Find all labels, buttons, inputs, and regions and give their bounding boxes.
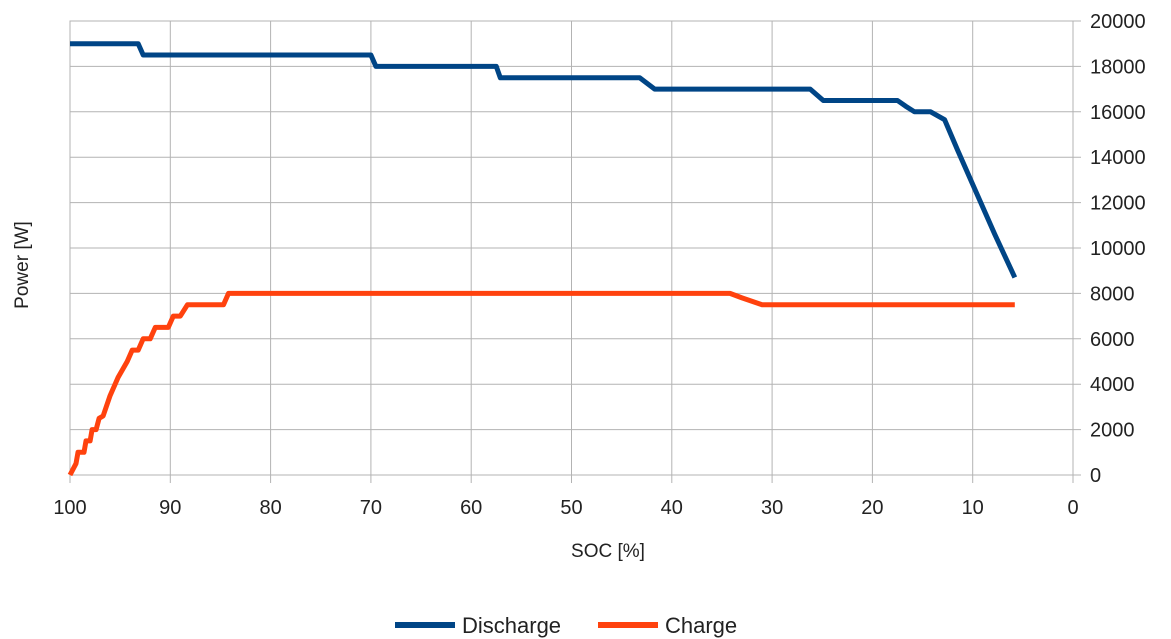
x-axis-title: SOC [%] [571,541,645,562]
y-tick-label: 18000 [1090,56,1146,78]
x-tick-label: 50 [560,497,582,519]
x-tick-label: 60 [460,497,482,519]
y-tick-label: 4000 [1090,374,1135,396]
y-tick-label: 12000 [1090,193,1146,215]
plot-frame [69,20,1074,476]
y-tick-label: 16000 [1090,102,1146,124]
series-lines [67,41,1018,477]
x-tick-label: 0 [1067,497,1078,519]
discharge-legend-label: Discharge [462,613,561,638]
plot-area-border [69,20,1074,476]
x-tick-label: 40 [661,497,683,519]
y-tick-label: 8000 [1090,283,1135,305]
horizontal-grid-lines [70,20,1081,476]
y-tick-labels: 2000018000160001400012000100008000600040… [1090,11,1146,487]
y-tick-label: 10000 [1090,238,1146,260]
x-tick-label: 100 [53,497,86,519]
y-tick-label: 2000 [1090,420,1135,442]
x-tick-label: 30 [761,497,783,519]
y-tick-label: 0 [1090,465,1101,487]
x-tick-label: 20 [861,497,883,519]
charge-legend-label: Charge [665,613,737,638]
y-tick-label: 6000 [1090,329,1135,351]
vertical-grid-lines [69,21,1074,483]
y-tick-label: 20000 [1090,11,1146,33]
x-tick-labels: 100 90 80 70 60 50 40 30 20 10 0 [53,497,1078,519]
x-tick-label: 90 [159,497,181,519]
y-tick-label: 14000 [1090,147,1146,169]
x-tick-label: 70 [360,497,382,519]
charge-series-line [67,290,1015,477]
legend: Discharge Charge [395,613,737,638]
y-axis-title: Power [W] [12,221,33,309]
x-tick-label: 80 [259,497,281,519]
x-tick-label: 10 [962,497,984,519]
discharge-series-line [70,41,1018,279]
